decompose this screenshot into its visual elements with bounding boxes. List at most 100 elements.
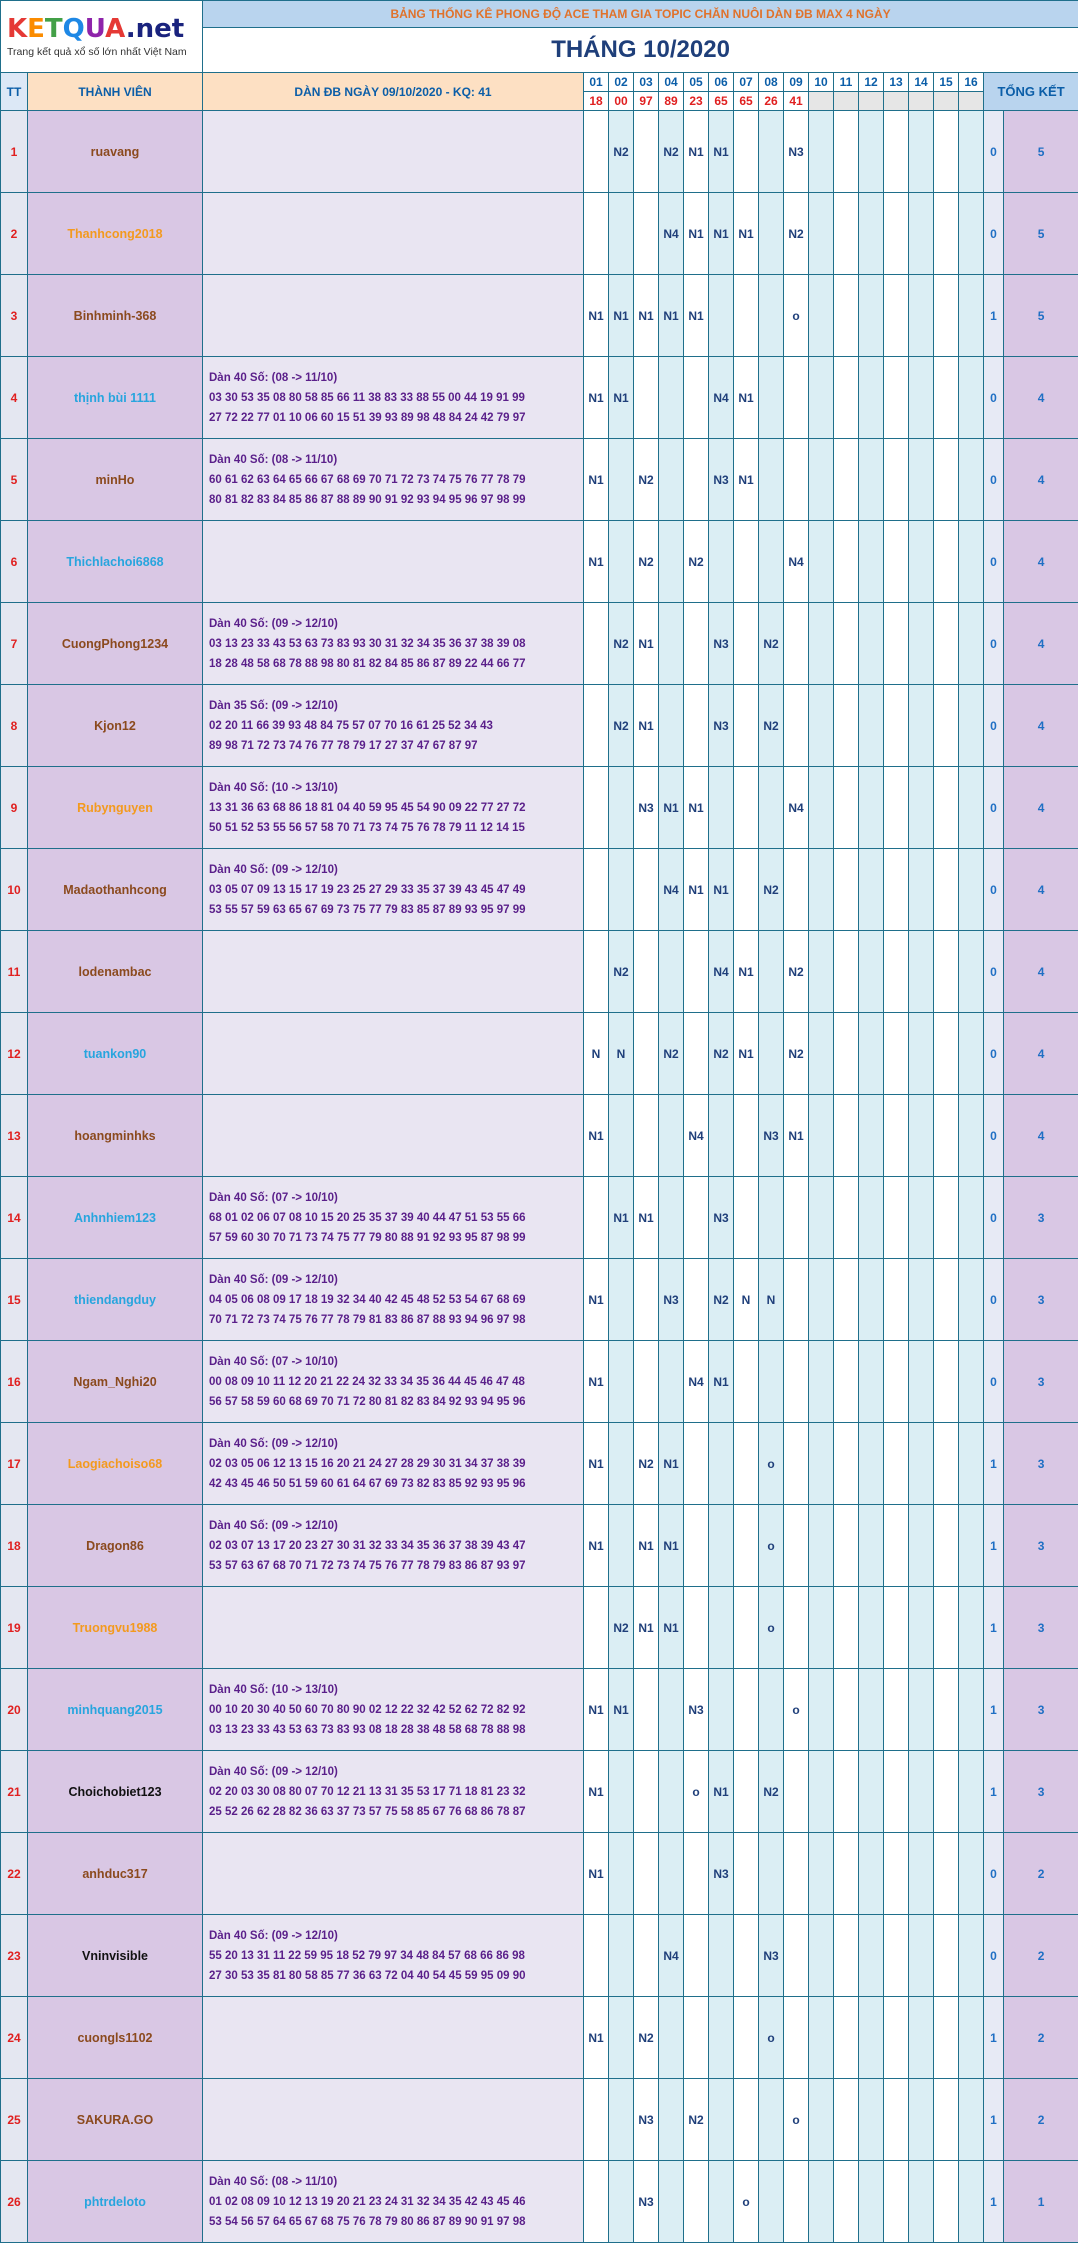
total-count: 4 <box>1002 684 1078 767</box>
row-number: 23 <box>0 1914 28 1997</box>
day-mark <box>808 1832 834 1915</box>
day-mark <box>758 192 784 275</box>
day-mark <box>833 1914 859 1997</box>
day-mark <box>833 848 859 931</box>
day-mark: N4 <box>708 356 734 439</box>
dan-numbers-cell <box>202 1832 584 1915</box>
day-mark <box>733 274 759 357</box>
day-mark <box>858 766 884 849</box>
day-header-03: 03 <box>633 72 659 92</box>
row-number: 3 <box>0 274 28 357</box>
total-count: 3 <box>1002 1668 1078 1751</box>
day-result-11 <box>833 91 859 111</box>
day-mark <box>883 1258 909 1341</box>
row-number: 8 <box>0 684 28 767</box>
day-result-02: 00 <box>608 91 634 111</box>
day-header-09: 09 <box>783 72 809 92</box>
day-mark <box>583 1586 609 1669</box>
day-mark <box>733 1914 759 1997</box>
dan-numbers-cell: Dàn 40 Số: (08 -> 11/10) 60 61 62 63 64 6… <box>202 438 584 521</box>
day-mark: N1 <box>733 356 759 439</box>
member-name: Rubynguyen <box>27 766 203 849</box>
member-name: thịnh bùi 1111 <box>27 356 203 439</box>
day-header-04: 04 <box>658 72 684 92</box>
dan-header: Dàn 40 Số: (07 -> 10/10) <box>209 1355 338 1368</box>
day-mark <box>883 1668 909 1751</box>
total-count: 5 <box>1002 192 1078 275</box>
day-mark <box>633 1340 659 1423</box>
logo-letter: Q <box>62 13 85 44</box>
day-mark <box>908 1340 934 1423</box>
day-mark: N1 <box>583 1094 609 1177</box>
table-row: 22 anhduc317 N1 N3 0 2 <box>0 1832 1078 1915</box>
day-mark: N1 <box>658 1422 684 1505</box>
day-mark: N1 <box>683 192 709 275</box>
day-mark <box>883 930 909 1013</box>
day-mark <box>858 438 884 521</box>
day-mark: N4 <box>683 1340 709 1423</box>
day-mark <box>708 1422 734 1505</box>
day-mark <box>858 520 884 603</box>
day-mark <box>858 1750 884 1833</box>
day-mark <box>858 1012 884 1095</box>
day-mark: N2 <box>633 1422 659 1505</box>
day-mark: N1 <box>633 1176 659 1259</box>
day-mark <box>833 438 859 521</box>
day-mark <box>683 1586 709 1669</box>
day-mark <box>808 1176 834 1259</box>
day-mark <box>958 356 984 439</box>
win-count: 1 <box>983 1504 1004 1587</box>
day-mark: o <box>758 1504 784 1587</box>
day-mark <box>733 520 759 603</box>
day-mark <box>658 1176 684 1259</box>
day-mark <box>833 1832 859 1915</box>
day-mark <box>658 438 684 521</box>
day-mark <box>933 930 959 1013</box>
day-mark <box>808 192 834 275</box>
day-mark <box>583 766 609 849</box>
day-mark <box>758 520 784 603</box>
member-name: lodenambac <box>27 930 203 1013</box>
dan-header: Dàn 40 Số: (09 -> 12/10) <box>209 617 338 630</box>
day-mark <box>683 1832 709 1915</box>
day-mark <box>608 192 634 275</box>
day-mark <box>808 1258 834 1341</box>
day-mark <box>908 438 934 521</box>
row-number: 10 <box>0 848 28 931</box>
dan-numbers-line: 00 10 20 30 40 50 60 70 80 90 02 12 22 3… <box>209 1703 526 1716</box>
day-mark: N2 <box>783 930 809 1013</box>
day-mark <box>708 2160 734 2243</box>
dan-header: Dàn 40 Số: (09 -> 12/10) <box>209 1765 338 1778</box>
total-count: 4 <box>1002 520 1078 603</box>
day-mark <box>708 766 734 849</box>
dan-numbers-cell: Dàn 40 Số: (07 -> 10/10) 68 01 02 06 07 0… <box>202 1176 584 1259</box>
dan-numbers-line: 89 98 71 72 73 74 76 77 78 79 17 27 37 4… <box>209 739 478 752</box>
day-mark <box>833 1504 859 1587</box>
day-mark <box>833 930 859 1013</box>
day-mark <box>933 2160 959 2243</box>
win-count: 0 <box>983 1832 1004 1915</box>
day-mark <box>658 2078 684 2161</box>
dan-numbers-line: 02 03 07 13 17 20 23 27 30 31 32 33 34 3… <box>209 1539 526 1552</box>
dan-header: Dàn 40 Số: (09 -> 12/10) <box>209 1519 338 1532</box>
member-name: Dragon86 <box>27 1504 203 1587</box>
dan-numbers-line: 42 43 45 46 50 51 59 60 61 64 67 69 73 8… <box>209 1477 526 1490</box>
day-mark <box>633 1012 659 1095</box>
day-mark <box>758 1668 784 1751</box>
day-mark: o <box>758 1996 784 2079</box>
day-mark <box>858 1996 884 2079</box>
day-mark <box>933 520 959 603</box>
win-count: 1 <box>983 1668 1004 1751</box>
day-mark <box>883 1176 909 1259</box>
win-count: 0 <box>983 930 1004 1013</box>
day-mark <box>808 2160 834 2243</box>
day-result-13 <box>883 91 909 111</box>
day-mark <box>933 192 959 275</box>
day-mark: N1 <box>633 274 659 357</box>
table-row: 26 phtrdeloto Dàn 40 Số: (08 -> 11/10) 01 0… <box>0 2160 1078 2243</box>
day-mark <box>933 1668 959 1751</box>
table-row: 17 Laogiachoiso68 Dàn 40 Số: (09 -> 12/10)… <box>0 1422 1078 1505</box>
day-mark <box>658 1094 684 1177</box>
dan-numbers-cell: Dàn 40 Số: (09 -> 12/10) 02 03 05 06 12 1… <box>202 1422 584 1505</box>
day-mark: N3 <box>783 110 809 193</box>
